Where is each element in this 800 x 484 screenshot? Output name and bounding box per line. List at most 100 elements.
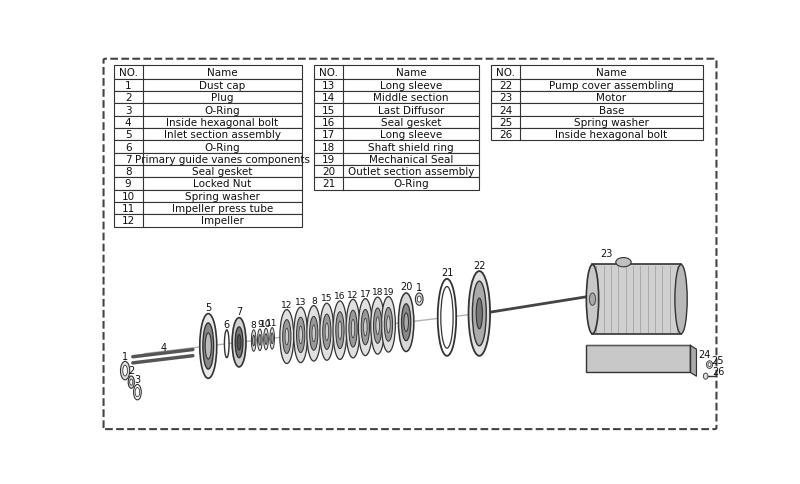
Text: O-Ring: O-Ring	[205, 142, 240, 152]
Ellipse shape	[280, 310, 294, 364]
Text: NO.: NO.	[319, 68, 338, 77]
Ellipse shape	[270, 328, 274, 349]
Text: Shaft shield ring: Shaft shield ring	[368, 142, 454, 152]
Bar	[114, 117, 302, 129]
Ellipse shape	[351, 320, 354, 338]
Text: 22: 22	[473, 260, 486, 270]
Ellipse shape	[299, 326, 302, 344]
Ellipse shape	[346, 300, 360, 358]
Ellipse shape	[122, 365, 127, 376]
Text: 25: 25	[499, 118, 512, 128]
Bar	[114, 66, 302, 79]
Text: 25: 25	[711, 355, 723, 365]
Text: Primary guide vanes components: Primary guide vanes components	[135, 154, 310, 165]
Ellipse shape	[320, 303, 334, 361]
Text: NO.: NO.	[118, 68, 138, 77]
Text: Name: Name	[396, 68, 426, 77]
Text: 2: 2	[128, 365, 134, 376]
Ellipse shape	[590, 293, 595, 306]
Ellipse shape	[130, 379, 133, 385]
Text: 7: 7	[236, 306, 242, 317]
Bar	[491, 92, 702, 104]
Bar	[114, 141, 302, 153]
Bar	[593, 265, 681, 334]
Ellipse shape	[586, 265, 598, 334]
Bar	[314, 153, 479, 166]
Ellipse shape	[382, 297, 395, 352]
Text: 23: 23	[600, 248, 613, 258]
Text: 5: 5	[205, 302, 211, 313]
Text: 26: 26	[499, 130, 512, 140]
Ellipse shape	[294, 307, 307, 363]
Ellipse shape	[384, 308, 393, 342]
Ellipse shape	[418, 296, 421, 302]
Text: 1: 1	[416, 283, 422, 292]
Text: 9: 9	[257, 319, 262, 329]
Ellipse shape	[706, 361, 713, 369]
FancyBboxPatch shape	[103, 60, 717, 429]
Ellipse shape	[271, 333, 274, 344]
Text: 17: 17	[322, 130, 335, 140]
Text: Long sleeve: Long sleeve	[380, 81, 442, 91]
Text: 19: 19	[382, 287, 394, 296]
Ellipse shape	[134, 385, 142, 400]
Bar	[491, 79, 702, 92]
Text: Last Diffusor: Last Diffusor	[378, 106, 444, 115]
Text: O-Ring: O-Ring	[394, 179, 429, 189]
Ellipse shape	[121, 362, 130, 380]
Text: Outlet section assembly: Outlet section assembly	[348, 167, 474, 177]
Bar	[114, 92, 302, 104]
Ellipse shape	[386, 316, 390, 333]
Text: Long sleeve: Long sleeve	[380, 130, 442, 140]
Text: 5: 5	[125, 130, 131, 140]
Text: 18: 18	[322, 142, 335, 152]
Text: Impeller press tube: Impeller press tube	[172, 204, 273, 213]
Bar	[491, 104, 702, 117]
Text: 15: 15	[322, 106, 335, 115]
Ellipse shape	[441, 287, 453, 348]
Ellipse shape	[675, 265, 687, 334]
Text: 23: 23	[499, 93, 512, 103]
Ellipse shape	[310, 317, 318, 350]
Ellipse shape	[338, 321, 342, 340]
Text: Impeller: Impeller	[201, 216, 244, 226]
Text: Name: Name	[207, 68, 238, 77]
Ellipse shape	[264, 329, 268, 350]
Text: Seal gesket: Seal gesket	[192, 167, 253, 177]
Bar	[114, 153, 302, 166]
Bar	[491, 117, 702, 129]
Ellipse shape	[336, 312, 344, 349]
Text: 3: 3	[134, 374, 141, 384]
Bar	[314, 117, 479, 129]
Text: 10: 10	[122, 191, 134, 201]
Text: 14: 14	[322, 93, 335, 103]
Ellipse shape	[258, 329, 262, 351]
Text: 12: 12	[281, 300, 293, 309]
Text: Name: Name	[596, 68, 626, 77]
Text: 17: 17	[359, 289, 371, 298]
Text: Inlet section assembly: Inlet section assembly	[164, 130, 281, 140]
Ellipse shape	[349, 311, 357, 348]
Bar	[314, 129, 479, 141]
Ellipse shape	[232, 318, 246, 367]
Bar	[114, 166, 302, 178]
Text: Motor: Motor	[596, 93, 626, 103]
Text: Inside hexagonal bolt: Inside hexagonal bolt	[166, 118, 278, 128]
Ellipse shape	[404, 313, 409, 332]
Bar	[314, 66, 479, 79]
Bar	[114, 104, 302, 117]
Text: 18: 18	[372, 288, 383, 297]
Text: Mechanical Seal: Mechanical Seal	[369, 154, 454, 165]
Text: Spring washer: Spring washer	[185, 191, 260, 201]
Ellipse shape	[225, 330, 229, 358]
Ellipse shape	[358, 299, 372, 356]
Text: 16: 16	[334, 291, 346, 301]
Bar	[314, 166, 479, 178]
Text: 7: 7	[125, 154, 131, 165]
Ellipse shape	[374, 308, 382, 344]
Text: 11: 11	[122, 204, 135, 213]
Text: Spring washer: Spring washer	[574, 118, 649, 128]
Text: Seal gesket: Seal gesket	[381, 118, 442, 128]
Text: Plug: Plug	[211, 93, 234, 103]
Bar	[114, 202, 302, 215]
